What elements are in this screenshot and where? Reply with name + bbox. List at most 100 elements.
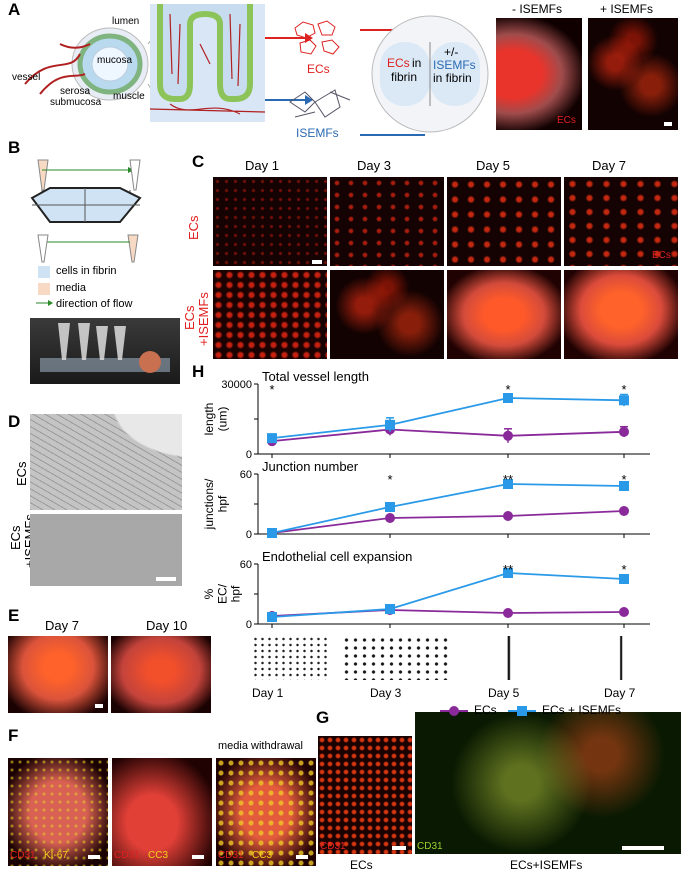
label-serosa: serosa <box>60 86 91 97</box>
c-ecs-day1 <box>213 177 327 266</box>
h-chart-2-sig-3: * <box>621 562 626 577</box>
chamber-plusminus: +/- <box>444 45 459 59</box>
e-day7: Day 7 <box>45 618 79 633</box>
h-chart-0-series-0-line <box>271 428 625 443</box>
g-ecs-image <box>318 736 412 854</box>
minus-image-ecs: ECs <box>557 115 576 126</box>
h-chart-1-ylabel: junctions/hpf <box>202 478 229 530</box>
f2-cc3: CC3 <box>148 850 169 861</box>
c-isemfs-day3 <box>330 270 444 359</box>
f-image-1 <box>8 758 108 866</box>
device-photo-drawing <box>40 323 170 373</box>
scale-bar-g1 <box>392 846 406 850</box>
h-chart-1-series-0-point-2 <box>503 511 513 521</box>
h-chart-0-ylabel-word-1: (um) <box>215 407 229 432</box>
h-chart-0-series-0-point-2 <box>503 430 513 441</box>
h-chart-2-title: Endothelial cell expansion <box>262 549 412 564</box>
c-day-7: Day 7 <box>592 158 626 173</box>
h-chart-0-ylabel: length(um) <box>202 403 229 436</box>
label-lumen: lumen <box>112 16 140 27</box>
h-chart-1-yticklabel-2: 0 <box>246 529 252 541</box>
h-chart-1-series-0-point-3 <box>619 506 629 516</box>
g-tag1: CD31 <box>320 841 346 852</box>
panel-b-label: B <box>8 138 21 157</box>
scale-bar-f2 <box>192 855 204 859</box>
h-chart-1-sig-2: ** <box>503 472 513 487</box>
h-chart-2-series-1-point-3 <box>619 574 629 584</box>
chamber-isemfs: ISEMFs <box>433 58 476 72</box>
h-chart-2-series-1-point-0 <box>267 612 277 622</box>
chamber-fibrin: fibrin <box>391 70 418 84</box>
villi-diagram <box>150 4 265 122</box>
chamber-infibrin: in fibrin <box>433 71 472 85</box>
h-chart-0-sig-2: * <box>505 382 510 397</box>
chamber-ecs: ECs <box>387 56 410 70</box>
panel-a-label: A <box>8 0 21 19</box>
label-vessel: vessel <box>12 72 41 83</box>
f3-cd31: CD31 <box>218 850 244 861</box>
h-legend-isemfs: ECs + ISEMFs <box>542 703 622 717</box>
scale-bar-f3 <box>296 855 308 859</box>
h-chart-2-series-0-point-2 <box>503 608 513 618</box>
e-day10-image <box>111 636 211 713</box>
d-ecs-image <box>30 414 182 510</box>
panel-g-label: G <box>316 708 330 727</box>
e-day7-image <box>8 636 108 713</box>
minus-isemfs-image <box>496 18 582 130</box>
h-chart-0-series-1-point-1 <box>385 419 395 430</box>
panel-h-label: H <box>192 362 205 381</box>
c-day-3: Day 3 <box>357 158 391 173</box>
skeleton-day7 <box>578 636 682 680</box>
h-chart-0-series-1-point-2 <box>503 393 513 403</box>
c-row1-label: ECs <box>186 215 201 240</box>
intestine-cross-section <box>24 27 150 101</box>
d-row1-label: ECs <box>14 461 29 486</box>
c-ecs-day3 <box>330 177 444 266</box>
f-image-3 <box>216 758 316 866</box>
skeleton-images <box>252 636 682 682</box>
c-isemfs-day7 <box>564 270 678 359</box>
panel-e-label: E <box>8 606 20 625</box>
f1-ki67: KI-67 <box>44 850 68 861</box>
h-chart-2-series-1-point-1 <box>385 604 395 614</box>
h-xlabel-day5: Day 5 <box>488 686 520 700</box>
h-chart-2-series-0-point-3 <box>619 607 629 617</box>
panel-c-label: C <box>192 152 205 171</box>
h-legend-marker-isemfs <box>508 706 536 716</box>
scale-bar-c <box>312 260 322 264</box>
panel-d-label: D <box>8 412 21 431</box>
d-row2-label-a: ECs <box>8 525 23 550</box>
h-chart-1-series-0-line <box>271 510 625 534</box>
e-day10: Day 10 <box>146 618 188 633</box>
f1-cd31: CD31 <box>10 850 36 861</box>
h-chart-0-ylabel-word-0: length <box>202 403 216 436</box>
microfluidic-device-diagram <box>30 159 142 263</box>
c-row2-label-a: ECs <box>182 305 197 330</box>
c-day-5: Day 5 <box>476 158 510 173</box>
label-muscle: muscle <box>113 91 145 102</box>
chamber-diagram <box>371 15 489 133</box>
scale-bar-f1 <box>88 855 100 859</box>
g-cap2: ECs+ISEMFs <box>510 858 583 872</box>
h-chart-1-title: Junction number <box>262 459 359 474</box>
h-chart-1-ylabel-word-1: hpf <box>215 495 229 512</box>
c-isemfs-day1 <box>213 270 327 359</box>
h-chart-1-series-0-point-1 <box>385 513 395 523</box>
h-chart-2-ylabel-word-2: hpf <box>229 585 243 602</box>
h-chart-0-series-1-line <box>271 397 625 440</box>
h-chart-1-ylabel-word-0: junctions/ <box>202 478 216 530</box>
h-chart-0-sig-3: * <box>621 382 626 397</box>
c-ecs-day5 <box>447 177 561 266</box>
h-chart-1-sig-1: * <box>387 472 392 487</box>
h-xlabel-day3: Day 3 <box>370 686 402 700</box>
h-legend-ecs: ECs <box>474 703 497 717</box>
plus-isemfs-image <box>588 18 678 130</box>
skeleton-day5 <box>454 636 572 680</box>
plus-isemfs-label: + ISEMFs <box>600 2 654 16</box>
label-submucosa: submucosa <box>50 97 102 108</box>
h-chart-0-series-0-point-3 <box>619 426 629 437</box>
c-day-1: Day 1 <box>245 158 279 173</box>
legend-flow-arrow <box>36 300 53 306</box>
ecs-label-a: ECs <box>307 62 330 76</box>
